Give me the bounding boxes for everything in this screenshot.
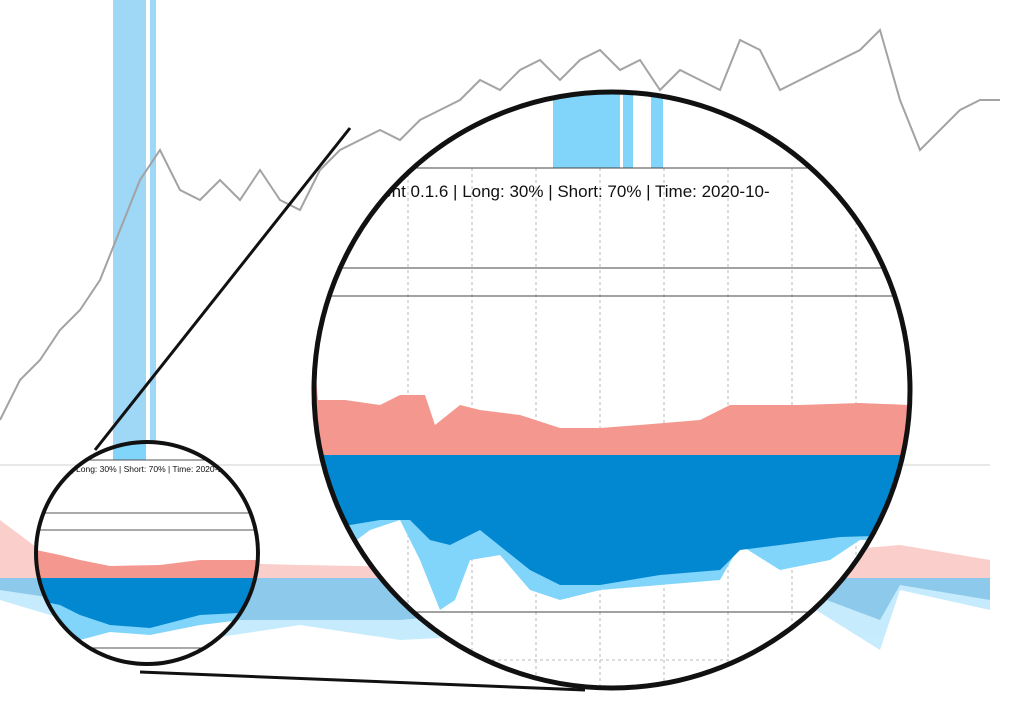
zoom-label: ment 0.1.6 | Long: 30% | Short: 70% | Ti…	[368, 182, 770, 201]
inset: ent 0.1.6 | Long: 30% | Short: 70% | Tim…	[36, 442, 258, 664]
zoom-ring	[311, 89, 913, 691]
inset-label: ent 0.1.6 | Long: 30% | Short: 70% | Tim…	[36, 464, 230, 474]
connector	[93, 127, 352, 451]
zoom: ment 0.1.6 | Long: 30% | Short: 70% | Ti…	[314, 92, 910, 688]
inset-ring	[34, 440, 260, 666]
connector	[139, 670, 586, 692]
